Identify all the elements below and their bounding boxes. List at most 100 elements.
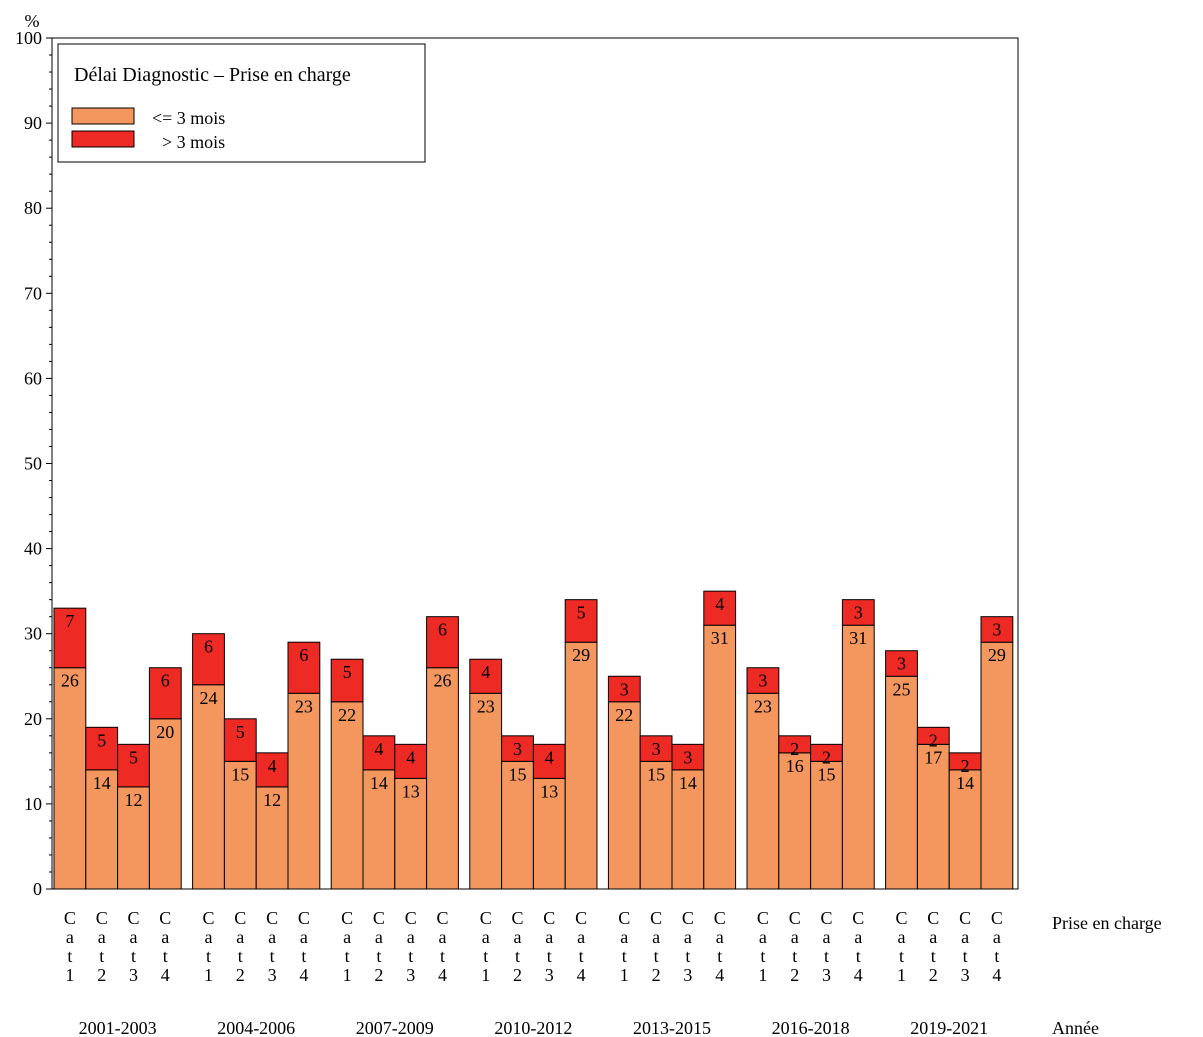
value-label-gt3: 2 [961,756,970,776]
value-label-gt3: 4 [545,747,554,767]
value-label-le3: 12 [263,790,281,810]
bar-gt3-2001-2003-Cat1 [53,607,87,669]
value-label-gt3: 4 [481,662,490,682]
value-label-gt3: 6 [161,671,170,691]
value-label-le3: 23 [754,696,772,716]
bar-le3-2001-2003-Cat1 [53,667,87,890]
bar-le3-2007-2009-Cat4 [426,667,459,890]
bar-le3-2016-2018-Cat4 [841,624,875,890]
value-label-gt3: 5 [97,730,106,750]
bar-gt3-2004-2006-Cat4 [287,641,321,694]
inner-axis-title: Prise en charge [1052,913,1162,933]
y-tick-label: 30 [24,624,42,644]
legend-label-gt3: > 3 mois [162,132,225,152]
bar-le3-2004-2006-Cat4 [287,692,321,890]
bar-gt3-2007-2009-Cat3 [394,743,428,779]
value-label-le3: 14 [679,773,697,793]
bar-gt3-2010-2012-Cat4 [564,599,598,643]
value-label-gt3: 3 [854,603,863,623]
value-label-gt3: 3 [897,654,906,674]
value-label-gt3: 2 [822,747,831,767]
y-tick-label: 60 [24,368,42,388]
bar-le3-2013-2015-Cat3 [671,769,705,890]
value-label-gt3: 2 [929,730,938,750]
bar-le3-2004-2006-Cat3 [255,786,289,890]
y-axis: 0 10 20 30 40 50 60 70 80 90 100 [15,28,52,899]
value-label-le3: 23 [295,696,313,716]
value-label-le3: 16 [786,756,804,776]
bar-gt3-2016-2018-Cat1 [746,667,780,694]
y-tick-label: 0 [33,879,42,899]
value-label-gt3: 5 [236,722,245,742]
y-tick-label: 50 [24,454,42,474]
value-label-le3: 26 [434,671,452,691]
value-label-gt3: 7 [65,611,74,631]
value-label-gt3: 6 [438,620,447,640]
value-label-le3: 14 [956,773,974,793]
bar-gt3-2013-2015-Cat1 [607,675,641,703]
value-label-gt3: 6 [299,645,308,665]
bar-gt3-2010-2012-Cat1 [469,658,503,694]
bar-gt3-2001-2003-Cat3 [117,743,150,788]
bar-le3-2019-2021-Cat4 [980,641,1014,890]
value-label-gt3: 4 [715,594,724,614]
legend-swatch-gt3 [71,130,135,148]
value-label-le3: 13 [402,781,420,801]
group-label: 2013-2015 [633,1018,711,1037]
legend: Délai Diagnostic – Prise en charge <= 3 … [57,43,426,163]
bar-le3-2004-2006-Cat2 [223,760,257,890]
bar-gt3-2019-2021-Cat2 [916,726,950,745]
value-label-le3: 17 [924,747,942,767]
y-tick-label: 20 [24,709,42,729]
segment-labels-layer: 2671451252062461551242362251441342662341… [61,594,1006,810]
bar-gt3-2001-2003-Cat2 [85,726,119,771]
bar-gt3-2007-2009-Cat1 [330,658,364,703]
value-label-gt3: 2 [790,739,799,759]
outer-axis-title: Année [1052,1018,1099,1037]
y-tick-label: 40 [24,539,42,559]
bar-le3-2013-2015-Cat4 [703,624,737,890]
bar-le3-2016-2018-Cat1 [746,692,780,890]
bar-le3-2004-2006-Cat1 [192,684,225,890]
value-label-le3: 15 [818,764,836,784]
value-label-le3: 31 [711,628,729,648]
value-label-le3: 29 [988,645,1006,665]
bar-gt3-2019-2021-Cat4 [980,616,1014,643]
value-label-gt3: 6 [204,637,213,657]
value-label-le3: 29 [572,645,590,665]
bar-le3-2001-2003-Cat4 [148,718,182,890]
bar-gt3-2010-2012-Cat2 [501,735,534,762]
bar-le3-2007-2009-Cat3 [394,777,428,890]
group-label: 2007-2009 [356,1018,434,1037]
group-label: 2010-2012 [494,1018,572,1037]
bar-gt3-2010-2012-Cat3 [532,743,566,779]
value-label-le3: 13 [540,781,558,801]
bar-le3-2001-2003-Cat2 [85,769,119,890]
value-label-le3: 31 [849,628,867,648]
value-label-gt3: 3 [513,739,522,759]
group-label: 2001-2003 [79,1018,157,1037]
value-label-le3: 24 [200,688,218,708]
bar-gt3-2013-2015-Cat3 [671,743,705,771]
y-tick-label: 90 [24,113,42,133]
bar-le3-2010-2012-Cat4 [564,641,598,890]
value-label-le3: 14 [93,773,111,793]
